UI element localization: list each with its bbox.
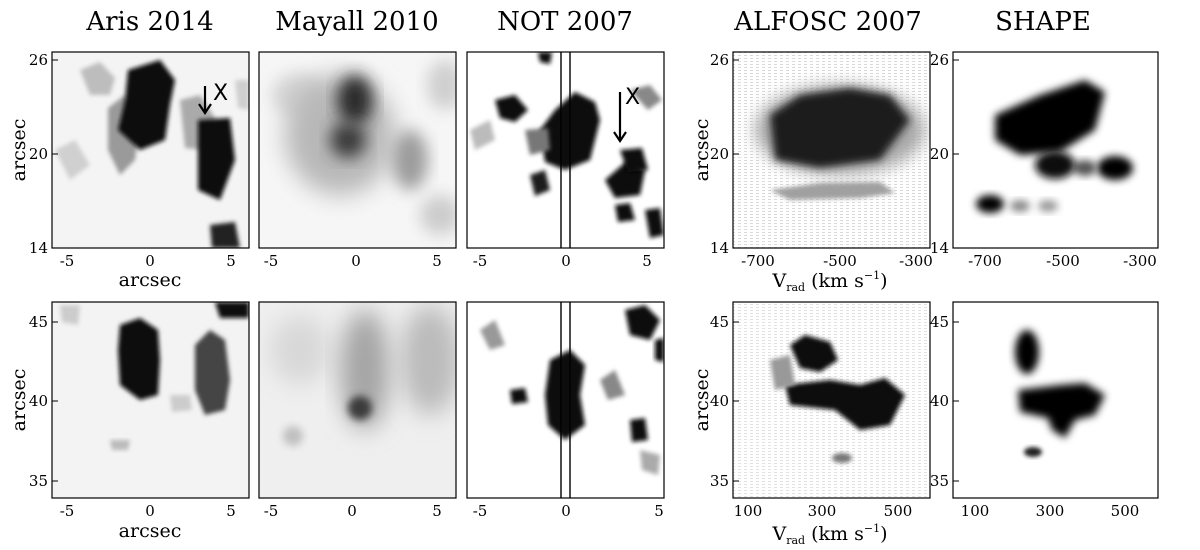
ytick-alfosc-top-20: 20 [710,145,729,163]
panel-not-bottom [466,301,665,499]
xtick: 5 [432,252,442,270]
xtick: 0 [347,502,357,520]
ytick-alfosc-top-26: 26 [710,51,729,69]
marker-x-not: X [625,85,640,110]
ytick-shape-bot-35: 35 [930,472,949,490]
aris-bottom-image [52,302,249,498]
xlabel-arcsec-top: arcsec [119,269,182,291]
xtick: 100 [961,502,990,520]
xtick: 500 [1111,502,1140,520]
xtick: -300 [1123,252,1157,270]
not-bottom-image [480,305,664,475]
xtick: -5 [264,252,279,270]
title-not-2007: NOT 2007 [497,7,633,37]
xtick: -700 [968,252,1002,270]
ytick-alfosc-bot-40: 40 [710,392,729,410]
xtick: -5 [60,252,75,270]
panel-shape-bottom [952,301,1159,499]
xtick: -5 [473,252,488,270]
xtick: 0 [351,252,361,270]
title-alfosc-2007: ALFOSC 2007 [733,7,922,37]
ytick-shape-top-14: 14 [930,239,949,257]
xtick: 5 [654,502,664,520]
alfosc-bottom-image [733,302,930,498]
ytick-alfosc-bot-35: 35 [710,472,729,490]
xtick: -500 [823,252,857,270]
panel-mayall-bottom [258,301,457,499]
panel-aris-bottom [51,301,250,499]
ytick-aris-top-14: 14 [29,239,48,257]
marker-x-aris: X [213,81,228,106]
title-mayall-2010: Mayall 2010 [275,7,438,37]
shape-top-image [976,80,1133,213]
ylabel-arcsec-top-left: arcsec [8,119,30,182]
shape-bottom-image [1015,330,1105,457]
xlabel-vrad-bottom: Vrad (km s−1) [771,522,887,547]
ytick-shape-bot-45: 45 [930,313,949,331]
panel-alfosc-bottom [732,301,931,499]
xtick: 500 [884,502,913,520]
ylabel-arcsec-bottom-alfosc: arcsec [691,369,713,432]
xticks-bottom-spatial: -5 0 5 -5 0 5 -5 0 5 [60,502,664,520]
ytick-shape-top-20: 20 [930,145,949,163]
xtick: 5 [226,502,236,520]
ylabel-arcsec-top-alfosc: arcsec [691,119,713,182]
xtick: 0 [145,252,155,270]
xtick: 5 [642,252,652,270]
xtick: -5 [60,502,75,520]
xtick: -5 [264,502,279,520]
panel-aris-top: X [51,51,250,249]
ytick-shape-top-26: 26 [930,51,949,69]
xtick: -500 [1046,252,1080,270]
mayall-top-image [259,52,456,248]
tick-marks [52,59,959,482]
alfosc-top-image [733,52,930,248]
xtick: 0 [145,502,155,520]
xtick: 5 [432,502,442,520]
xtick: 300 [808,502,837,520]
aris-top-image [52,52,249,248]
xtick: -700 [741,252,775,270]
xtick: 0 [561,252,571,270]
xlabel-vrad-top: Vrad (km s−1) [771,269,887,294]
ytick-shape-bot-40: 40 [930,392,949,410]
panel-mayall-top [258,51,457,249]
ytick-alfosc-bot-45: 45 [710,313,729,331]
title-aris-2014: Aris 2014 [85,7,213,37]
xlabel-arcsec-bottom: arcsec [119,520,182,542]
ytick-aris-bot-45: 45 [29,313,48,331]
panel-shape-top [952,51,1159,249]
xtick: 0 [561,502,571,520]
xtick: -5 [473,502,488,520]
ytick-alfosc-top-14: 14 [710,239,729,257]
xtick: 5 [226,252,236,270]
mayall-bottom-image [259,302,456,498]
ytick-aris-bot-40: 40 [29,392,48,410]
xtick: 100 [734,502,763,520]
panel-alfosc-top [732,51,931,249]
xtick: 300 [1036,502,1065,520]
xtick: -300 [899,252,933,270]
xticks-velocity: -700 -500 -300 -700 -500 -300 100 300 50… [734,252,1157,520]
ytick-aris-bot-35: 35 [29,472,48,490]
xticks-top-spatial: -5 0 5 -5 0 5 -5 0 5 [60,252,652,270]
ytick-aris-top-26: 26 [29,51,48,69]
title-shape: SHAPE [995,7,1091,37]
ylabel-arcsec-bottom-left: arcsec [8,369,30,432]
panel-not-top: X [466,51,665,249]
ytick-aris-top-20: 20 [29,145,48,163]
